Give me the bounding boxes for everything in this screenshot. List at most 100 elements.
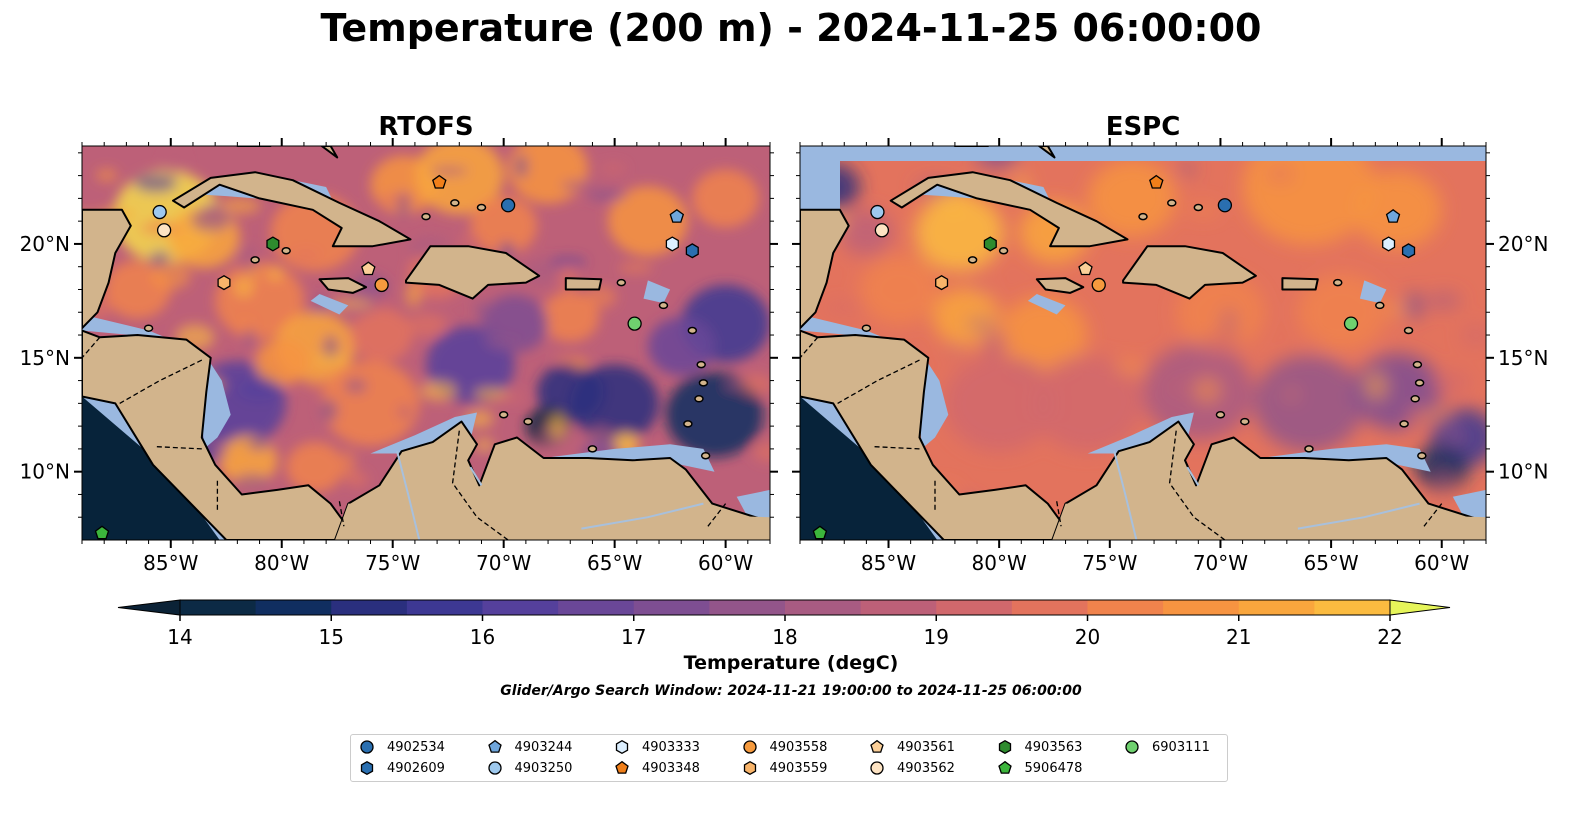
legend-marker-icon <box>870 761 884 775</box>
lon-tick-label: 80°W <box>254 551 309 575</box>
legend-item-4903561: 4903561 <box>867 737 955 757</box>
small-island <box>616 278 627 287</box>
legend-marker-pentagon <box>487 739 502 753</box>
temperature-filament <box>1364 372 1387 400</box>
lon-tick-label: 75°W <box>1082 551 1137 575</box>
lon-tick-label: 75°W <box>365 551 420 575</box>
small-island <box>998 247 1009 255</box>
temperature-filament <box>313 353 349 366</box>
temperature-filament <box>1266 165 1294 183</box>
temperature-filament <box>405 281 422 308</box>
river <box>581 502 704 530</box>
land-yucatan <box>82 208 132 330</box>
land-hispaniola <box>1122 245 1257 300</box>
legend-marker-icon <box>615 739 629 755</box>
temperature-filament <box>1443 426 1463 449</box>
continental-shelf <box>897 180 986 201</box>
land-puerto-rico <box>564 277 603 291</box>
river <box>1113 450 1138 540</box>
temperature-eddy <box>647 317 715 376</box>
continental-shelf <box>643 280 671 304</box>
legend-label: 5906478 <box>1024 760 1083 776</box>
legend-label: 4902609 <box>387 760 445 776</box>
legend-label: 4902534 <box>387 739 445 755</box>
temperature-filament <box>292 250 320 261</box>
lon-tick-label: 65°W <box>587 551 642 575</box>
continental-shelf <box>1260 444 1431 472</box>
temperature-filament <box>1193 377 1221 404</box>
land-cuba <box>889 171 1129 248</box>
panel-title-espc: ESPC <box>1105 112 1181 142</box>
temperature-filament <box>1415 410 1454 420</box>
lon-tick-label: 65°W <box>1303 551 1358 575</box>
small-island <box>1304 445 1314 453</box>
temperature-filament <box>320 399 338 423</box>
platform-marker-4903561 <box>361 261 376 276</box>
legend-item-4903348: 4903348 <box>612 758 700 778</box>
temperature-filament <box>618 263 653 273</box>
temperature-filament <box>268 266 283 282</box>
temperature-eddy <box>350 307 413 363</box>
temperature-filament <box>1285 389 1298 400</box>
platform-marker-4903561 <box>1078 261 1093 276</box>
legend-item-4902609: 4902609 <box>357 758 445 778</box>
temperature-filament <box>1178 162 1196 175</box>
small-island <box>694 395 704 403</box>
land-interior <box>335 503 770 540</box>
panel-title-rtofs: RTOFS <box>378 112 474 142</box>
temperature-filament <box>201 202 226 224</box>
colorbar-tick-label: 22 <box>1377 625 1402 649</box>
lon-tick-label: 70°W <box>1193 551 1248 575</box>
legend-marker-icon <box>487 739 502 753</box>
continental-shelf <box>1027 294 1066 315</box>
legend-marker-icon <box>360 740 374 754</box>
colorbar-segment <box>1011 600 1088 615</box>
country-border <box>338 501 345 527</box>
lat-tick-label: 10°N <box>20 460 70 484</box>
colorbar-segment <box>1314 600 1391 615</box>
temperature-filament <box>1010 364 1044 373</box>
legend-item-6903111: 6903111 <box>1122 737 1210 757</box>
small-island <box>683 420 693 428</box>
legend-marker-icon <box>997 760 1012 774</box>
map-frame-espc <box>799 145 1487 541</box>
country-border <box>1168 430 1226 540</box>
legend-item-5906478: 5906478 <box>995 758 1083 778</box>
temperature-eddy <box>1253 354 1365 452</box>
temperature-filament <box>822 303 866 313</box>
platform-marker-4903244 <box>1385 208 1401 223</box>
temperature-filament <box>946 345 965 355</box>
legend-marker-hexagon <box>360 760 374 776</box>
small-island <box>1412 360 1423 369</box>
temperature-filament <box>970 283 993 293</box>
small-island <box>498 410 509 419</box>
country-border <box>1056 501 1062 527</box>
land-florida <box>236 146 272 147</box>
platform-marker-5906478 <box>812 525 828 540</box>
platform-marker-4903558 <box>1091 277 1106 293</box>
temperature-filament <box>95 168 118 182</box>
legend-marker-hexagon <box>743 760 756 776</box>
temperature-filament <box>397 404 412 420</box>
colorbar-segment <box>180 600 257 615</box>
temperature-eddy <box>541 291 600 342</box>
small-island <box>1417 451 1427 460</box>
temperature-filament <box>344 378 367 394</box>
small-island <box>1403 326 1414 335</box>
small-island <box>967 256 978 264</box>
legend-label: 4903558 <box>769 739 828 755</box>
temperature-filament <box>305 379 340 390</box>
land-bahamas-a <box>320 146 339 159</box>
land-central-america <box>800 329 1063 540</box>
temperature-filament <box>1308 333 1322 356</box>
temperature-eddy <box>943 354 1055 452</box>
continental-shelf <box>1359 280 1387 304</box>
temperature-filament <box>753 441 770 462</box>
colorbar-segment <box>331 600 408 615</box>
temperature-eddy <box>286 441 344 493</box>
small-island <box>698 379 709 387</box>
temperature-filament <box>247 436 271 451</box>
map-panel-espc <box>800 146 1486 540</box>
temperature-eddy <box>932 287 1000 346</box>
